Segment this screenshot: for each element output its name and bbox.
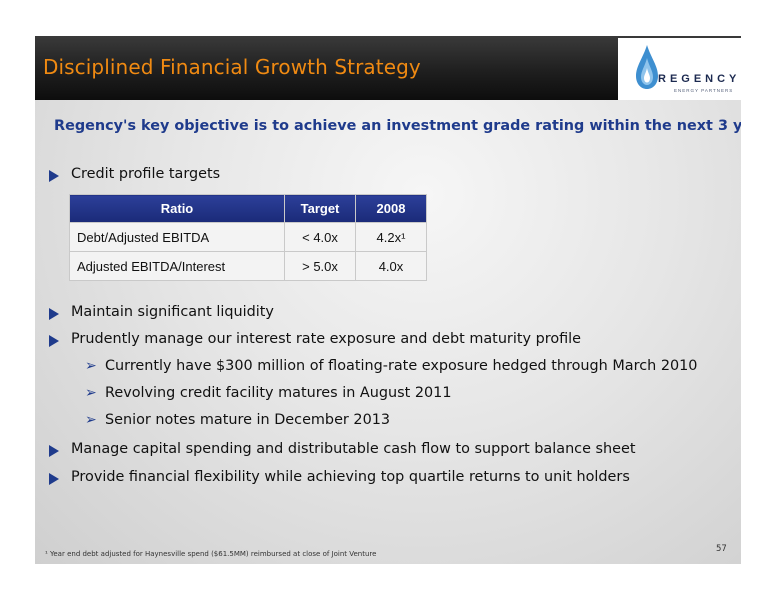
arrow-bullet-icon: ➢ xyxy=(85,358,97,374)
bullet-text: Credit profile targets xyxy=(71,166,221,182)
bullet-text: Prudently manage our interest rate expos… xyxy=(71,331,582,347)
triangle-bullet-icon xyxy=(49,335,59,347)
triangle-bullet-icon xyxy=(49,473,59,485)
sub-bullet-text: Senior notes mature in December 2013 xyxy=(105,412,391,428)
table-cell: > 5.0x xyxy=(284,251,356,281)
bullet-text: Manage capital spending and distributabl… xyxy=(71,441,636,457)
column-header: 2008 xyxy=(355,194,427,223)
header-bar: Disciplined Financial Growth Strategy RE… xyxy=(35,36,741,100)
table-cell: 4.0x xyxy=(355,251,427,281)
arrow-bullet-icon: ➢ xyxy=(85,412,97,428)
key-objective: Regency's key objective is to achieve an… xyxy=(54,118,741,134)
sub-bullet-text: Currently have $300 million of floating-… xyxy=(105,358,698,374)
page-number: 57 xyxy=(716,544,727,554)
logo-subtitle: ENERGY PARTNERS xyxy=(674,88,734,93)
table-row: Debt/Adjusted EBITDA < 4.0x 4.2x¹ xyxy=(69,222,427,252)
regency-logo: REGENCY ENERGY PARTNERS xyxy=(618,38,741,100)
flame-drop-icon xyxy=(636,45,658,89)
table-cell: Debt/Adjusted EBITDA xyxy=(69,222,285,252)
slide-title: Disciplined Financial Growth Strategy xyxy=(43,55,421,79)
triangle-bullet-icon xyxy=(49,445,59,457)
table-cell: < 4.0x xyxy=(284,222,356,252)
credit-targets-table: Ratio Target 2008 Debt/Adjusted EBITDA <… xyxy=(69,194,427,281)
column-header: Target xyxy=(284,194,356,223)
arrow-bullet-icon: ➢ xyxy=(85,385,97,401)
triangle-bullet-icon xyxy=(49,308,59,320)
column-header: Ratio xyxy=(69,194,285,223)
table-row: Adjusted EBITDA/Interest > 5.0x 4.0x xyxy=(69,251,427,281)
bullet-text: Provide financial flexibility while achi… xyxy=(71,469,630,485)
table-cell: Adjusted EBITDA/Interest xyxy=(69,251,285,281)
footnote: ¹ Year end debt adjusted for Haynesville… xyxy=(45,550,377,558)
sub-bullet-text: Revolving credit facility matures in Aug… xyxy=(105,385,452,401)
table-cell: 4.2x¹ xyxy=(355,222,427,252)
triangle-bullet-icon xyxy=(49,170,59,182)
bullet-text: Maintain significant liquidity xyxy=(71,304,274,320)
table-header-row: Ratio Target 2008 xyxy=(69,194,427,223)
logo-wordmark: REGENCY xyxy=(658,73,741,85)
slide: Disciplined Financial Growth Strategy RE… xyxy=(35,36,741,564)
